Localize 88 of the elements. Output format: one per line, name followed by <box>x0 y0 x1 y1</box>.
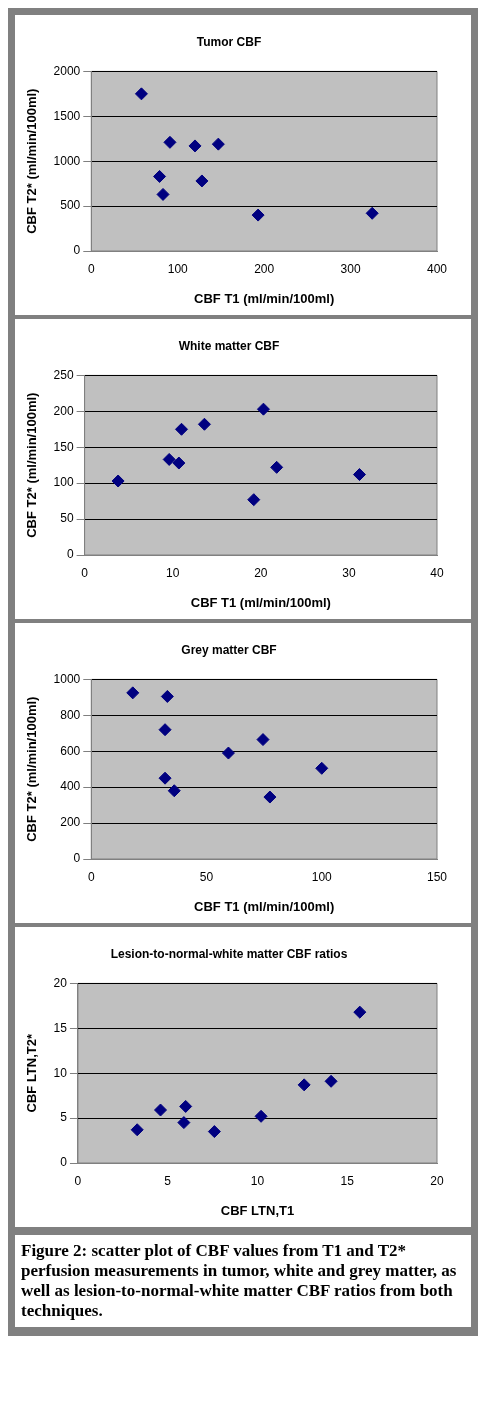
point <box>353 1005 367 1019</box>
x-tick-label: 0 <box>87 261 95 276</box>
point <box>256 733 270 747</box>
y-tick-label: 1000 <box>53 671 81 686</box>
caption: Figure 2: scatter plot of CBF values from T1 and T2* perfusion measurements in tumor, white and grey matter, as well as lesion-to-normal-white matter CBF ratios from both techniques. <box>15 1227 471 1327</box>
y-tick-label: 20 <box>53 975 68 990</box>
point <box>156 187 170 201</box>
point <box>158 723 172 737</box>
x-axis-title: CBF T1 (ml/min/100ml) <box>194 290 335 306</box>
y-tick-label: 0 <box>73 851 81 866</box>
point <box>221 746 235 760</box>
x-tick-label: 20 <box>430 1173 444 1188</box>
point <box>153 169 167 183</box>
point <box>211 137 225 151</box>
point <box>130 1123 144 1137</box>
point <box>154 1103 168 1117</box>
x-tick-label: 15 <box>340 1173 355 1188</box>
point <box>324 1074 338 1088</box>
point <box>270 460 284 474</box>
x-tick-label: 300 <box>340 261 361 276</box>
y-tick-label: 10 <box>53 1065 68 1080</box>
point <box>251 208 265 222</box>
chart-title: Tumor CBF <box>196 34 262 49</box>
point <box>297 1078 311 1092</box>
y-tick-label: 150 <box>53 439 74 454</box>
point <box>158 771 172 785</box>
y-tick-label: 500 <box>60 198 81 213</box>
x-tick-label: 400 <box>426 261 448 276</box>
y-tick-label: 200 <box>60 815 81 830</box>
point <box>365 206 379 220</box>
point <box>195 174 209 188</box>
y-tick-label: 800 <box>60 707 81 722</box>
point <box>256 402 270 416</box>
y-tick-label: 600 <box>60 743 81 758</box>
x-tick-label: 5 <box>164 1173 172 1188</box>
x-tick-label: 100 <box>311 869 333 884</box>
y-tick-label: 200 <box>53 403 74 418</box>
x-tick-label: 100 <box>167 261 189 276</box>
y-tick-label: 1500 <box>53 108 81 123</box>
y-tick-label: 0 <box>66 547 74 562</box>
x-tick-label: 30 <box>342 565 356 580</box>
x-tick-label: 40 <box>430 565 444 580</box>
x-tick-label: 10 <box>250 1173 265 1188</box>
point <box>167 784 181 798</box>
point <box>160 689 174 703</box>
x-axis-title: CBF T1 (ml/min/100ml) <box>190 594 331 610</box>
point <box>263 790 277 804</box>
point <box>134 87 148 101</box>
chart-title: Lesion-to-normal-white matter CBF ratios <box>110 946 348 961</box>
point <box>188 139 202 153</box>
y-tick-label: 5 <box>60 1110 68 1125</box>
point <box>352 468 366 482</box>
point <box>254 1109 268 1123</box>
x-tick-label: 50 <box>199 869 214 884</box>
y-tick-label: 250 <box>53 367 74 382</box>
y-axis-title: CBF T2* (ml/min/100ml) <box>24 696 40 842</box>
y-tick-label: 2000 <box>53 63 81 78</box>
point <box>111 474 125 488</box>
y-tick-label: 0 <box>60 1155 68 1170</box>
y-tick-label: 400 <box>60 779 81 794</box>
point <box>162 452 176 466</box>
y-tick-label: 1000 <box>53 153 81 168</box>
point <box>163 135 177 149</box>
x-tick-label: 10 <box>166 565 180 580</box>
y-tick-label: 15 <box>53 1020 68 1035</box>
x-tick-label: 150 <box>426 869 448 884</box>
y-tick-label: 0 <box>73 243 81 258</box>
y-axis-title: CBF T2* (ml/min/100ml) <box>24 392 40 538</box>
point <box>179 1099 193 1113</box>
x-axis-title: CBF LTN,T1 <box>220 1202 295 1218</box>
y-axis-title: CBF LTN,T2* <box>24 1033 40 1113</box>
point <box>126 686 140 700</box>
point <box>207 1125 221 1139</box>
y-axis-title: CBF T2* (ml/min/100ml) <box>24 88 40 234</box>
point <box>177 1116 191 1130</box>
point <box>172 456 186 470</box>
x-tick-label: 200 <box>254 261 275 276</box>
x-axis-title: CBF T1 (ml/min/100ml) <box>194 898 335 914</box>
chart-title: Grey matter CBF <box>181 642 277 657</box>
point <box>315 761 329 775</box>
chart-title: White matter CBF <box>178 338 280 353</box>
y-tick-label: 100 <box>53 475 74 490</box>
point <box>247 493 261 507</box>
x-tick-label: 0 <box>87 869 95 884</box>
point <box>175 422 189 436</box>
y-tick-label: 50 <box>60 511 74 526</box>
x-tick-label: 20 <box>254 565 268 580</box>
point <box>197 417 211 431</box>
